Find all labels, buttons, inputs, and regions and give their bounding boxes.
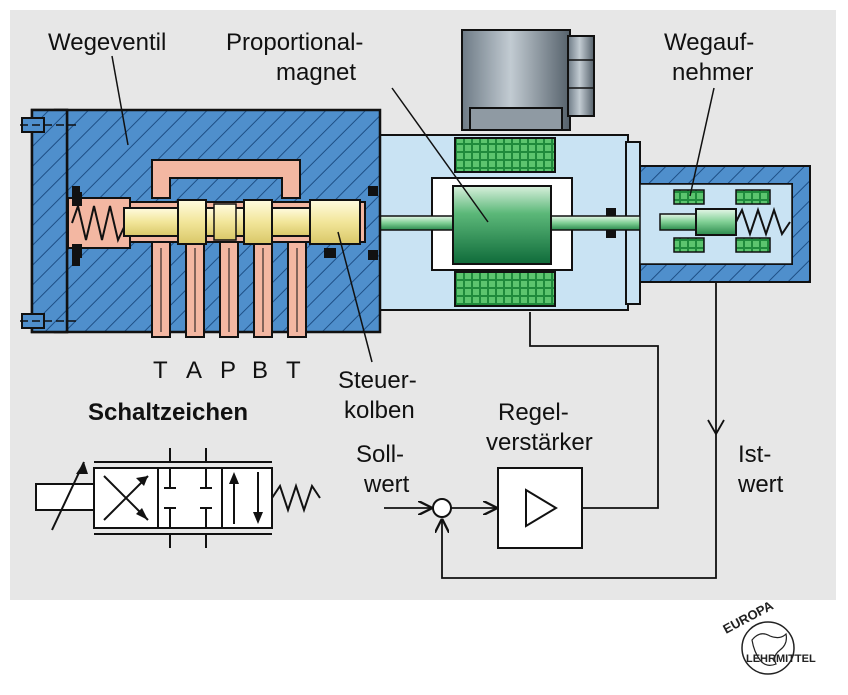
amplifier-triangle-icon: [525, 488, 558, 528]
label-port-a: A: [186, 357, 202, 384]
circuit-symbol: [35, 448, 321, 548]
control-loop: [384, 282, 725, 579]
label-port-t1: T: [153, 357, 168, 384]
label-schaltzeichen: Schaltzeichen: [88, 399, 248, 426]
label-port-t2: T: [286, 357, 301, 384]
label-port-p: P: [220, 357, 236, 384]
label-wegauf-line1: Wegauf-: [664, 29, 754, 56]
label-regel-line2: verstärker: [486, 429, 593, 456]
label-proportional-line1: Proportional-: [226, 29, 363, 56]
label-proportional-line2: magnet: [276, 59, 356, 86]
label-wegeventil: Wegeventil: [48, 29, 166, 56]
valve-assembly: [20, 29, 811, 338]
coil-top: [454, 137, 556, 173]
label-regel-line1: Regel-: [498, 399, 569, 426]
label-port-b: B: [252, 357, 268, 384]
label-ist-line1: Ist-: [738, 441, 771, 468]
coil-bottom: [454, 271, 556, 307]
label-wegauf-line2: nehmer: [672, 59, 753, 86]
amplifier-block: [497, 467, 583, 549]
logo-lehrmittel: LEHRMITTEL: [746, 653, 816, 665]
armature: [452, 185, 552, 265]
control-spool: [123, 199, 361, 245]
label-soll-line1: Soll-: [356, 441, 404, 468]
label-steuer-line2: kolben: [344, 397, 415, 424]
valve-body: [20, 108, 382, 338]
electrical-connector: [461, 29, 595, 131]
label-steuer-line1: Steuer-: [338, 367, 417, 394]
summing-point-icon: [432, 498, 452, 518]
position-sensor: [639, 165, 811, 283]
label-soll-line2: wert: [363, 471, 410, 498]
label-ist-line2: wert: [737, 471, 784, 498]
europa-lehrmittel-logo: EUROPA LEHRMITTEL: [720, 597, 816, 675]
